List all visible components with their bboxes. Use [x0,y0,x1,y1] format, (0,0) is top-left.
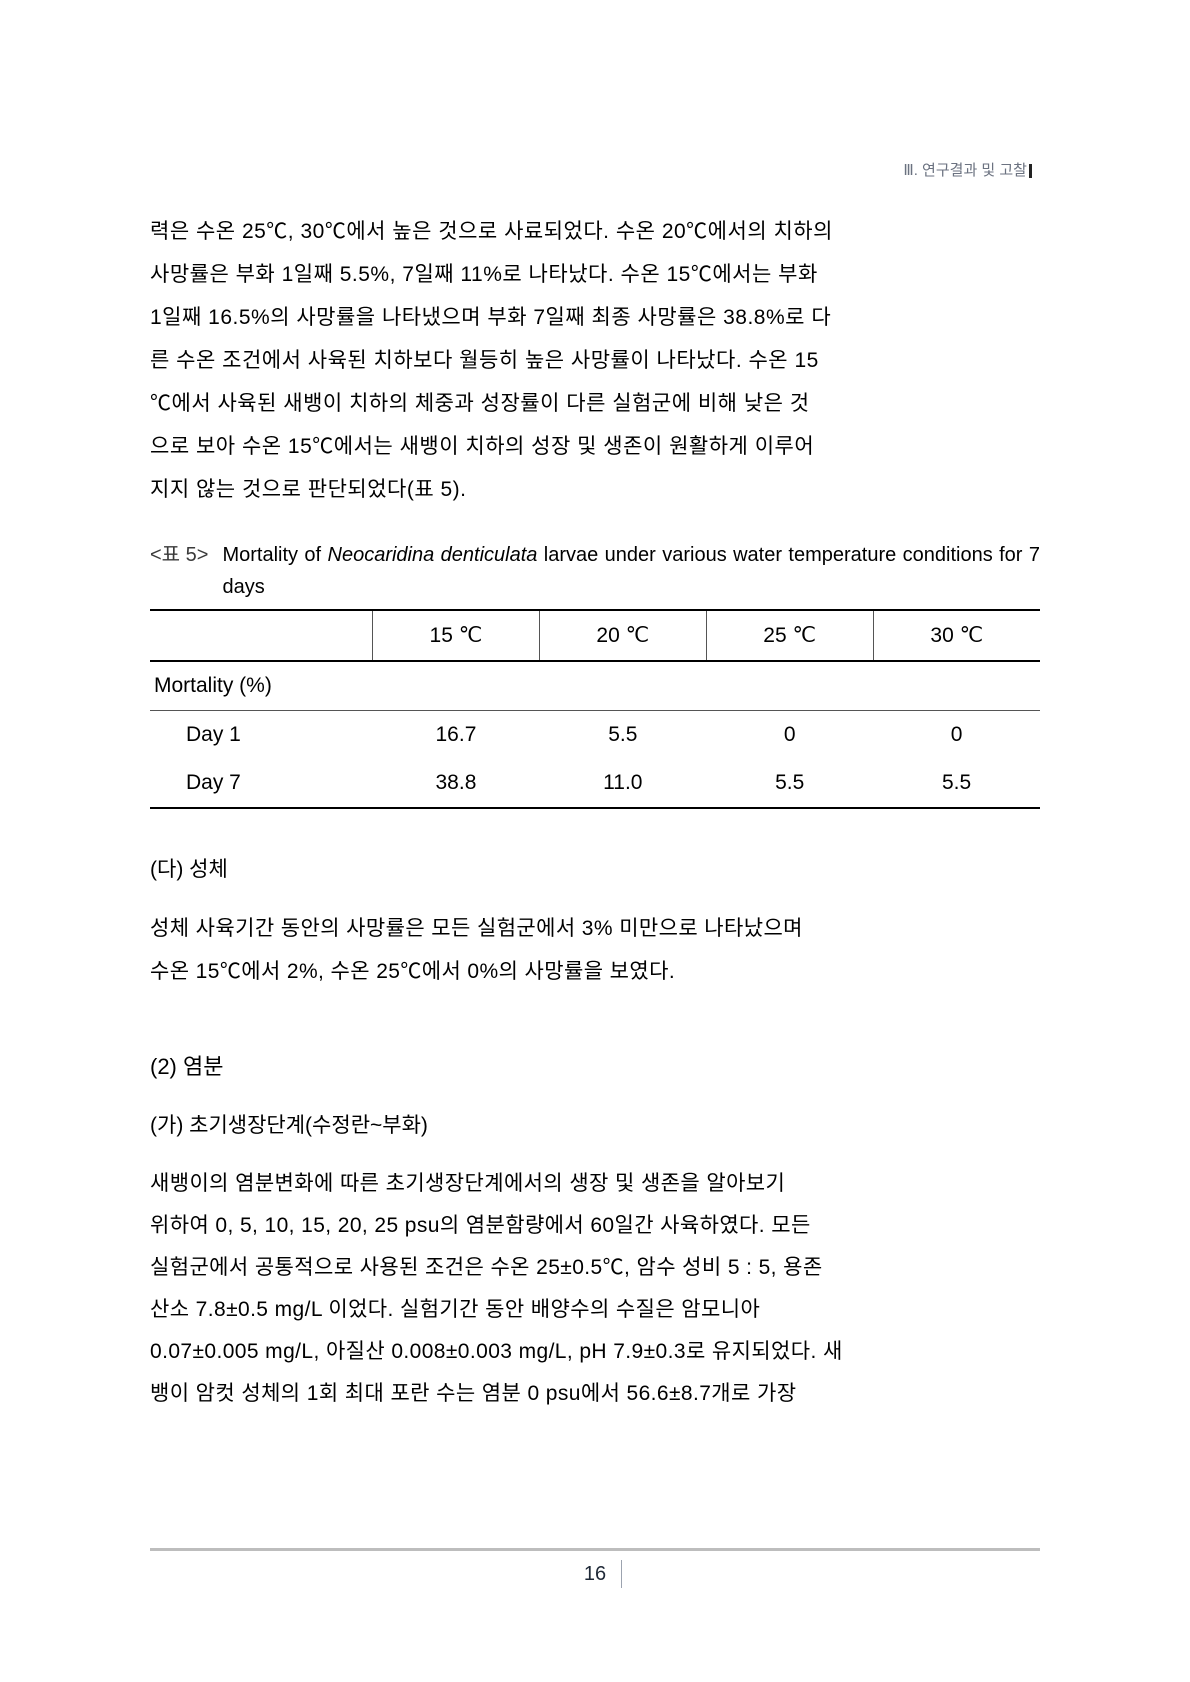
page-number-divider-icon [621,1560,622,1588]
table5: 15 ℃ 20 ℃ 25 ℃ 30 ℃ Mortality (%) Day 1 … [150,609,1040,809]
para1-line7: 지지 않는 것으로 판단되었다(표 5). [150,468,1040,511]
table5-caption-species: Neocaridina denticulata [328,544,538,566]
table5-head-20c: 20 ℃ [539,610,706,661]
s2-line1: 새뱅이의 염분변화에 따른 초기생장단계에서의 생장 및 생존을 알아보기 [150,1163,1040,1205]
running-header: Ⅲ. 연구결과 및 고찰 [903,159,1032,180]
s2-line5: 0.07±0.005 mg/L, 아질산 0.008±0.003 mg/L, p… [150,1331,1040,1373]
paragraph-section2: 새뱅이의 염분변화에 따른 초기생장단계에서의 생장 및 생존을 알아보기 위하… [150,1163,1040,1415]
table5-row2-v4: 5.5 [873,759,1040,808]
table5-caption-pre: Mortality of [222,544,327,566]
table5-row-day7: Day 7 38.8 11.0 5.5 5.5 [150,759,1040,808]
s2-line6: 뱅이 암컷 성체의 1회 최대 포란 수는 염분 0 psu에서 56.6±8.… [150,1373,1040,1415]
table5-group-row: Mortality (%) [150,661,1040,711]
header-bar-icon [1029,164,1032,178]
subheading-ga: (가) 초기생장단계(수정란~부화) [150,1109,1040,1139]
s2-line2: 위하여 0, 5, 10, 15, 20, 25 psu의 염분함량에서 60일… [150,1205,1040,1247]
table5-row2-v3: 5.5 [706,759,873,808]
da-line2: 수온 15℃에서 2%, 수온 25℃에서 0%의 사망률을 보였다. [150,950,1040,993]
paragraph-da: 성체 사육기간 동안의 사망률은 모든 실험군에서 3% 미만으로 나타났으며 … [150,907,1040,993]
table5-row2-label: Day 7 [150,759,373,808]
table5-head-25c: 25 ℃ [706,610,873,661]
page-number-wrap: 16 [150,1563,1040,1586]
para1-line6: 으로 보아 수온 15℃에서는 새뱅이 치하의 성장 및 생존이 원활하게 이루… [150,425,1040,468]
subheading-da: (다) 성체 [150,853,1040,883]
page-footer: 16 [150,1548,1040,1586]
table5-head-blank [150,610,373,661]
para1-line5: ℃에서 사육된 새뱅이 치하의 체중과 성장률이 다른 실험군에 비해 낮은 것 [150,382,1040,425]
da-line1: 성체 사육기간 동안의 사망률은 모든 실험군에서 3% 미만으로 나타났으며 [150,907,1040,950]
table5-caption: <표 5> Mortality of Neocaridina denticula… [150,539,1040,603]
table5-row1-label: Day 1 [150,711,373,760]
table5-row2-v1: 38.8 [373,759,540,808]
running-header-text: Ⅲ. 연구결과 및 고찰 [903,162,1027,179]
table5-header-row: 15 ℃ 20 ℃ 25 ℃ 30 ℃ [150,610,1040,661]
table5-row1-v3: 0 [706,711,873,760]
footer-rule [150,1548,1040,1551]
table5-head-15c: 15 ℃ [373,610,540,661]
para1-line3: 1일째 16.5%의 사망률을 나타냈으며 부화 7일째 최종 사망률은 38.… [150,296,1040,339]
para1-line1: 력은 수온 25℃, 30℃에서 높은 것으로 사료되었다. 수온 20℃에서의… [150,210,1040,253]
para1-line4: 른 수온 조건에서 사육된 치하보다 월등히 높은 사망률이 나타났다. 수온 … [150,339,1040,382]
table5-row2-v2: 11.0 [539,759,706,808]
table5-head-30c: 30 ℃ [873,610,1040,661]
table5-row1-v2: 5.5 [539,711,706,760]
page-number: 16 [584,1563,606,1585]
table5-caption-text: Mortality of Neocaridina denticulata lar… [222,539,1040,603]
s2-line3: 실험군에서 공통적으로 사용된 조건은 수온 25±0.5℃, 암수 성비 5 … [150,1247,1040,1289]
paragraph-1: 력은 수온 25℃, 30℃에서 높은 것으로 사료되었다. 수온 20℃에서의… [150,210,1040,511]
table5-caption-tag: <표 5> [150,539,222,603]
para1-line2: 사망률은 부화 1일째 5.5%, 7일째 11%로 나타났다. 수온 15℃에… [150,253,1040,296]
table5-row1-v1: 16.7 [373,711,540,760]
table5-group-label: Mortality (%) [150,661,1040,711]
table5-row-day1: Day 1 16.7 5.5 0 0 [150,711,1040,760]
section-2-heading: (2) 염분 [150,1049,1040,1081]
s2-line4: 산소 7.8±0.5 mg/L 이었다. 실험기간 동안 배양수의 수질은 암모… [150,1289,1040,1331]
table5-row1-v4: 0 [873,711,1040,760]
